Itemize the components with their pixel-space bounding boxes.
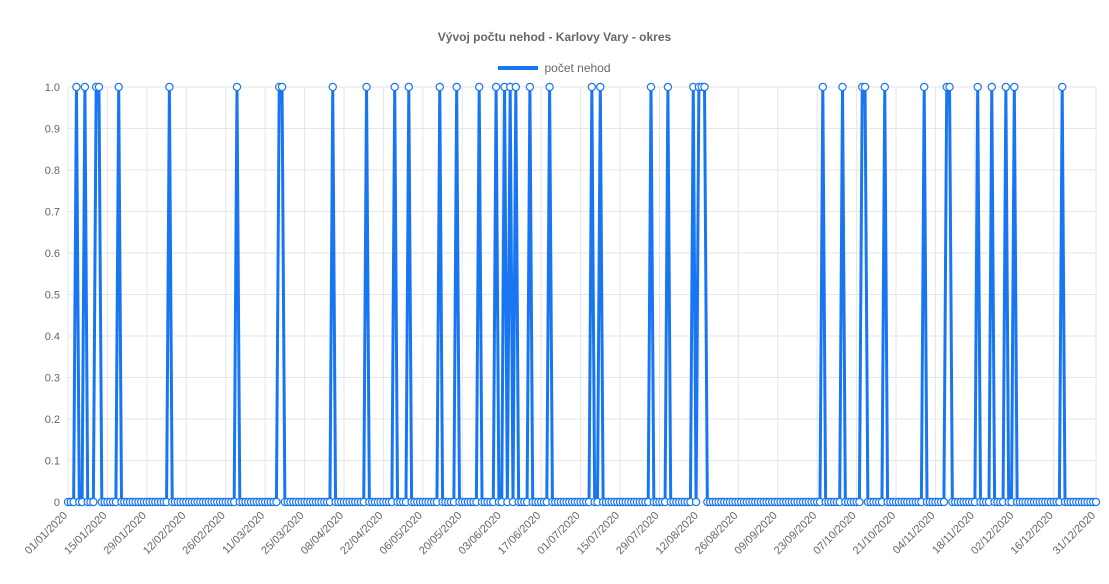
- data-point: [525, 82, 535, 92]
- legend[interactable]: počet nehod: [0, 60, 1109, 75]
- data-point: [452, 82, 461, 92]
- data-point: [1010, 82, 1019, 92]
- data-point: [920, 82, 929, 92]
- data-point: [700, 82, 709, 92]
- data-point: [880, 82, 889, 92]
- data-point: [277, 82, 287, 92]
- data-point: [691, 497, 701, 507]
- y-tick-label: 0.3: [45, 373, 60, 385]
- y-tick-label: 0.7: [45, 207, 60, 219]
- y-tick-label: 0.4: [45, 331, 60, 343]
- data-point: [818, 82, 828, 92]
- data-point: [973, 82, 982, 92]
- y-tick-label: 0: [54, 497, 60, 509]
- data-point: [663, 82, 673, 92]
- y-tick-label: 1.0: [45, 82, 60, 94]
- legend-label: počet nehod: [544, 60, 611, 75]
- data-point: [114, 82, 123, 92]
- data-point: [435, 82, 444, 92]
- data-point: [232, 82, 242, 92]
- data-point: [94, 82, 104, 92]
- data-point: [596, 82, 605, 92]
- data-point: [475, 82, 484, 92]
- data-point: [362, 82, 371, 92]
- x-tick-label: 21/10/2020: [851, 510, 898, 557]
- data-point: [646, 82, 656, 92]
- x-tick-label: 31/12/2020: [1051, 510, 1098, 557]
- y-tick-label: 0.1: [45, 456, 60, 468]
- y-tick-label: 0.2: [45, 414, 60, 426]
- data-point: [89, 497, 98, 507]
- y-tick-label: 0.5: [45, 290, 60, 302]
- y-tick-label: 0.8: [45, 165, 60, 177]
- data-point: [939, 497, 949, 507]
- data-point: [491, 82, 501, 92]
- data-point: [838, 82, 847, 92]
- data-point: [272, 497, 281, 507]
- data-point: [72, 82, 81, 92]
- data-point: [80, 82, 90, 92]
- data-point: [545, 82, 554, 92]
- data-point: [587, 82, 597, 92]
- y-tick-label: 0.6: [45, 248, 60, 260]
- chart-title: Vývoj počtu nehod - Karlovy Vary - okres: [437, 30, 672, 44]
- data-point: [1091, 497, 1101, 507]
- data-point: [1057, 82, 1067, 92]
- data-point: [390, 82, 399, 92]
- data-point: [945, 82, 954, 92]
- data-point: [511, 82, 521, 92]
- legend-swatch: [498, 65, 539, 70]
- data-point: [860, 82, 870, 92]
- x-tick-label: 26/02/2020: [180, 510, 227, 557]
- y-tick-label: 0.9: [45, 124, 60, 136]
- data-point: [855, 497, 864, 507]
- data-point: [165, 82, 174, 92]
- data-point: [1001, 82, 1011, 92]
- data-point: [987, 82, 996, 92]
- x-tick-label: 16/12/2020: [1008, 510, 1055, 557]
- data-point: [328, 82, 337, 92]
- data-point: [404, 82, 413, 92]
